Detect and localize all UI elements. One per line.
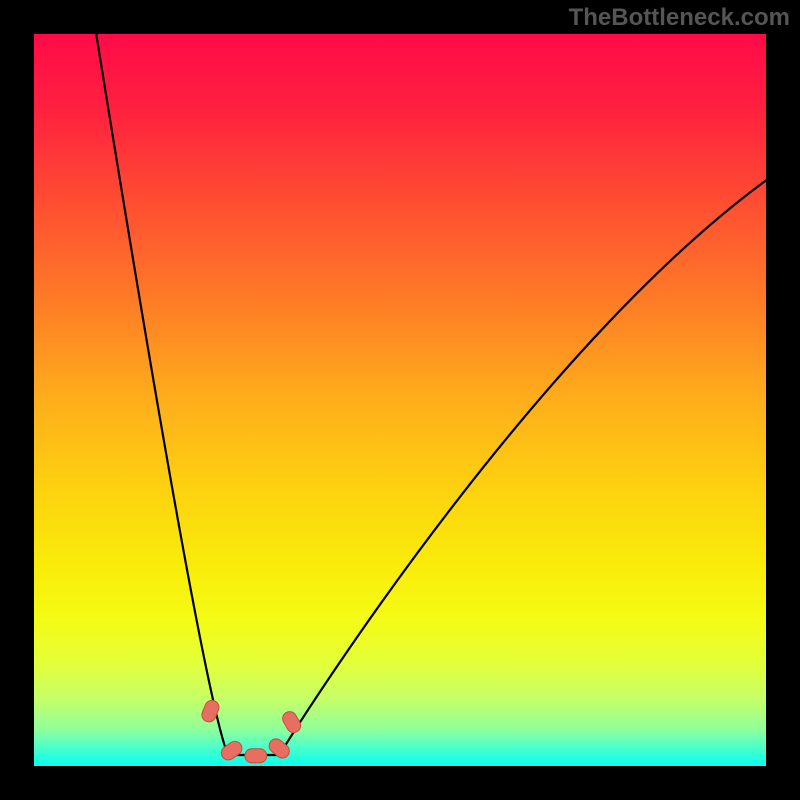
bottleneck-chart <box>0 0 800 800</box>
watermark-text: TheBottleneck.com <box>569 4 790 32</box>
curve-marker-2 <box>245 749 267 763</box>
gradient-panel <box>34 34 766 766</box>
chart-stage: TheBottleneck.com <box>0 0 800 800</box>
